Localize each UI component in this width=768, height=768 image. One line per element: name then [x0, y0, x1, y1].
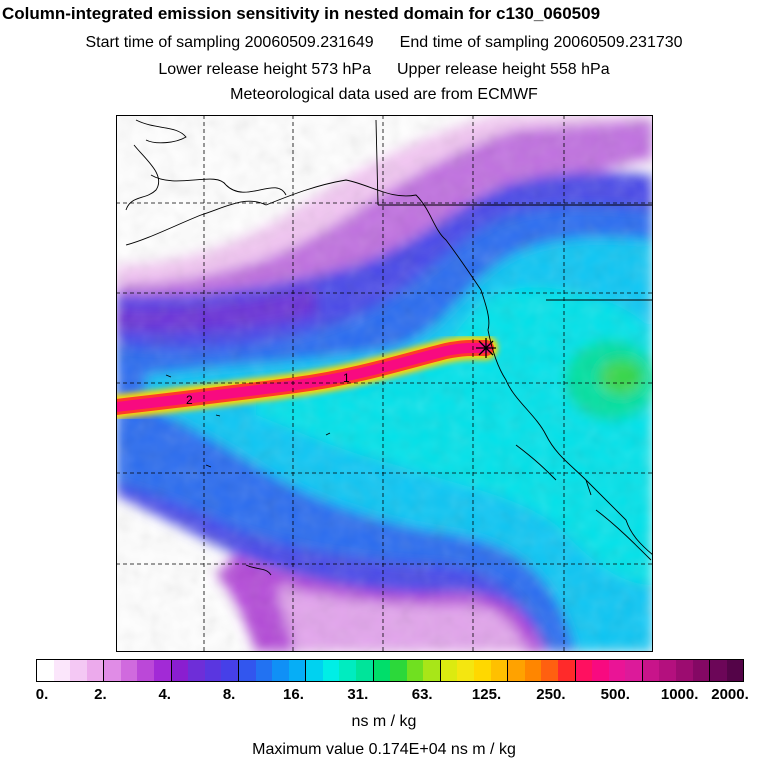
colorbar-segment — [474, 660, 491, 681]
colorbar-segment — [625, 660, 643, 681]
colorbar-segment — [457, 660, 475, 681]
colorbar-segment — [204, 660, 222, 681]
start-time-label: Start time of sampling 20060509.231649 — [85, 34, 374, 51]
colorbar-segment — [490, 660, 509, 681]
trajectory-label-2: 2 — [186, 393, 193, 407]
colorbar-units: ns m / kg — [351, 713, 417, 730]
colorbar-segment — [238, 660, 256, 681]
colorbar-segment — [541, 660, 558, 681]
colorbar-segment — [592, 660, 609, 681]
colorbar-segment — [373, 660, 391, 681]
colorbar-segment — [524, 660, 542, 681]
colorbar-segment — [221, 660, 239, 681]
release-height-line: Lower release height 573 hPa Upper releas… — [0, 61, 768, 79]
colorbar-segment — [406, 660, 424, 681]
sampling-time-line: Start time of sampling 20060509.231649 En… — [0, 34, 768, 52]
map-frame — [116, 115, 653, 652]
trajectory-plume — [116, 335, 498, 419]
colorbar-segment — [288, 660, 307, 681]
colorbar-segment — [710, 660, 727, 681]
colorbar-segment — [659, 660, 676, 681]
colorbar-tick-label: 250. — [536, 686, 566, 703]
colorbar-tick-label: 500. — [600, 686, 630, 703]
colorbar-tick-label: 16. — [283, 686, 304, 703]
colorbar-tick-label: 63. — [411, 686, 433, 703]
colorbar-segment — [423, 660, 441, 681]
colorbar-segment — [255, 660, 273, 681]
colorbar-tick-label: 4. — [158, 686, 171, 703]
coastlines — [125, 119, 653, 576]
colorbar-segment — [726, 660, 744, 681]
colorbar-segment — [70, 660, 87, 681]
met-data-label: Meteorological data used are from ECMWF — [230, 86, 538, 103]
colorbar-segment — [104, 660, 121, 681]
colorbar-segment — [575, 660, 593, 681]
colorbar-segment — [440, 660, 458, 681]
colorbar-segment — [390, 660, 407, 681]
colorbar-tick-label: 2. — [94, 686, 107, 703]
trajectory-label-1: 1 — [343, 371, 350, 385]
colorbar-segment — [692, 660, 711, 681]
colorbar-segment — [306, 660, 323, 681]
colorbar-segment — [37, 660, 54, 681]
plot-title: Column-integrated emission sensitivity i… — [2, 4, 601, 23]
colorbar-tick-label: 2000. — [711, 686, 749, 703]
colorbar-segment — [154, 660, 172, 681]
colorbar-segment — [188, 660, 205, 681]
colorbar-segment — [642, 660, 660, 681]
colorbar-segment — [171, 660, 189, 681]
end-time-label: End time of sampling 20060509.231730 — [399, 34, 683, 51]
colorbar-tick-label: 125. — [471, 686, 502, 703]
colorbar-segment — [120, 660, 138, 681]
colorbar-segment — [339, 660, 356, 681]
colorbar-segment — [508, 660, 525, 681]
colorbar-segment — [137, 660, 155, 681]
sensitivity-field — [116, 115, 653, 652]
upper-release-label: Upper release height 558 hPa — [397, 61, 610, 78]
colorbar-segment — [272, 660, 289, 681]
colorbar-segment — [322, 660, 340, 681]
colorbar-segment — [355, 660, 374, 681]
max-value-label: Maximum value 0.174E+04 ns m / kg — [252, 741, 516, 758]
colorbar — [36, 659, 744, 682]
sensitivity-map: 1 2 — [116, 115, 653, 652]
colorbar-segment — [675, 660, 693, 681]
colorbar-tick-label: 1000. — [660, 686, 699, 703]
map-graticule — [116, 115, 653, 652]
colorbar-tick-label: 8. — [222, 686, 236, 703]
release-point-star — [476, 338, 496, 358]
lower-release-label: Lower release height 573 hPa — [158, 61, 371, 78]
colorbar-tick-label: 31. — [347, 686, 369, 703]
colorbar-segment — [557, 660, 576, 681]
colorbar-segment — [608, 660, 626, 681]
colorbar-tick-label: 0. — [35, 686, 49, 703]
colorbar-segment — [53, 660, 71, 681]
colorbar-segment — [86, 660, 105, 681]
